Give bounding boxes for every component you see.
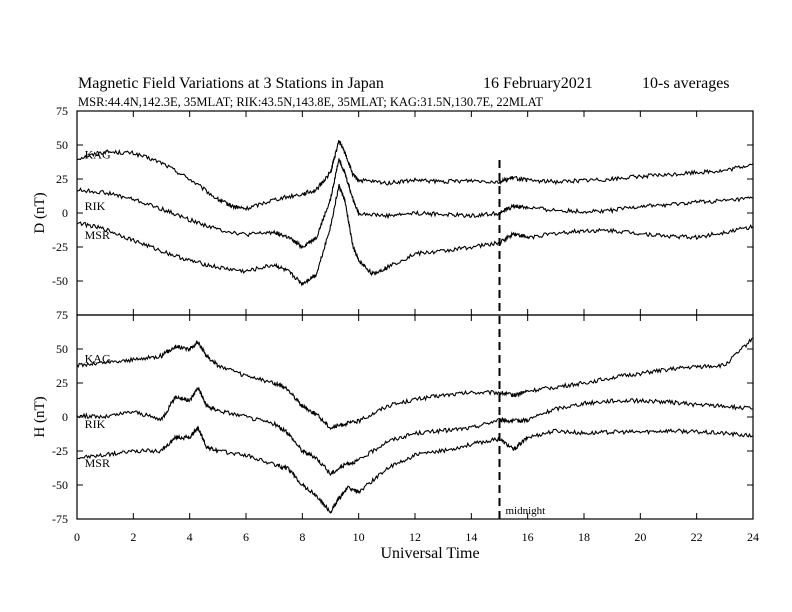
y-tick-label: 25 bbox=[56, 172, 68, 186]
series-line-rik bbox=[76, 387, 754, 477]
x-tick-label: 6 bbox=[243, 530, 249, 544]
series-line-kag bbox=[76, 337, 754, 431]
y-tick-label: 75 bbox=[56, 104, 68, 118]
series-line-kag bbox=[76, 140, 754, 212]
series-line-msr bbox=[76, 425, 754, 514]
chart-title: Magnetic Field Variations at 3 Stations … bbox=[78, 75, 384, 92]
y-tick-label: 50 bbox=[56, 138, 68, 152]
x-tick-label: 2 bbox=[130, 530, 136, 544]
chart-date: 16 February2021 bbox=[483, 75, 593, 92]
chart-averaging: 10-s averages bbox=[642, 75, 730, 92]
d-axis-label: D (nT) bbox=[32, 192, 48, 233]
midnight-label: midnight bbox=[506, 505, 546, 517]
y-tick-label: 0 bbox=[62, 410, 68, 424]
x-tick-label: 22 bbox=[691, 530, 703, 544]
series-line-rik bbox=[77, 157, 754, 250]
y-tick-label: 25 bbox=[56, 376, 68, 390]
x-axis: 0 2 4 6 8 10 12 14 16 18 20 22 24 bbox=[74, 530, 759, 544]
panel-h-component: H (nT) -75 -50 -25 0 25 50 75 KAG RIK MSR bbox=[32, 308, 754, 526]
x-tick-label: 18 bbox=[578, 530, 590, 544]
series-label-rik: RIK bbox=[85, 199, 106, 213]
x-tick-label: 12 bbox=[409, 530, 421, 544]
x-tick-label: 20 bbox=[634, 530, 646, 544]
y-tick-label: -75 bbox=[52, 512, 68, 526]
x-tick-label: 8 bbox=[299, 530, 305, 544]
series-line-msr bbox=[76, 183, 754, 287]
panel-h-frame bbox=[76, 314, 754, 520]
series-label-rik: RIK bbox=[85, 417, 106, 431]
x-tick-label: 16 bbox=[522, 530, 534, 544]
h-axis-label: H (nT) bbox=[32, 396, 48, 437]
series-label-kag: KAG bbox=[85, 148, 111, 162]
y-tick-label: 0 bbox=[62, 206, 68, 220]
y-tick-label: 75 bbox=[56, 308, 68, 322]
x-tick-label: 0 bbox=[74, 530, 80, 544]
x-tick-label: 10 bbox=[353, 530, 365, 544]
x-tick-label: 14 bbox=[465, 530, 477, 544]
series-label-kag: KAG bbox=[85, 352, 111, 366]
y-tick-label: -25 bbox=[52, 240, 68, 254]
series-label-msr: MSR bbox=[85, 456, 110, 470]
stations-line: MSR:44.4N,142.3E, 35MLAT; RIK:43.5N,143.… bbox=[78, 95, 543, 109]
y-tick-label: 50 bbox=[56, 342, 68, 356]
series-label-msr: MSR bbox=[85, 228, 110, 242]
x-axis-label: Universal Time bbox=[380, 545, 479, 562]
panel-d-component: D (nT) -50 -25 0 25 50 75 KAG RIK MSR bbox=[32, 104, 754, 316]
y-tick-label: -50 bbox=[52, 478, 68, 492]
x-tick-label: 4 bbox=[187, 530, 193, 544]
y-tick-label: -25 bbox=[52, 444, 68, 458]
y-tick-label: -50 bbox=[52, 274, 68, 288]
x-tick-label: 24 bbox=[747, 530, 759, 544]
